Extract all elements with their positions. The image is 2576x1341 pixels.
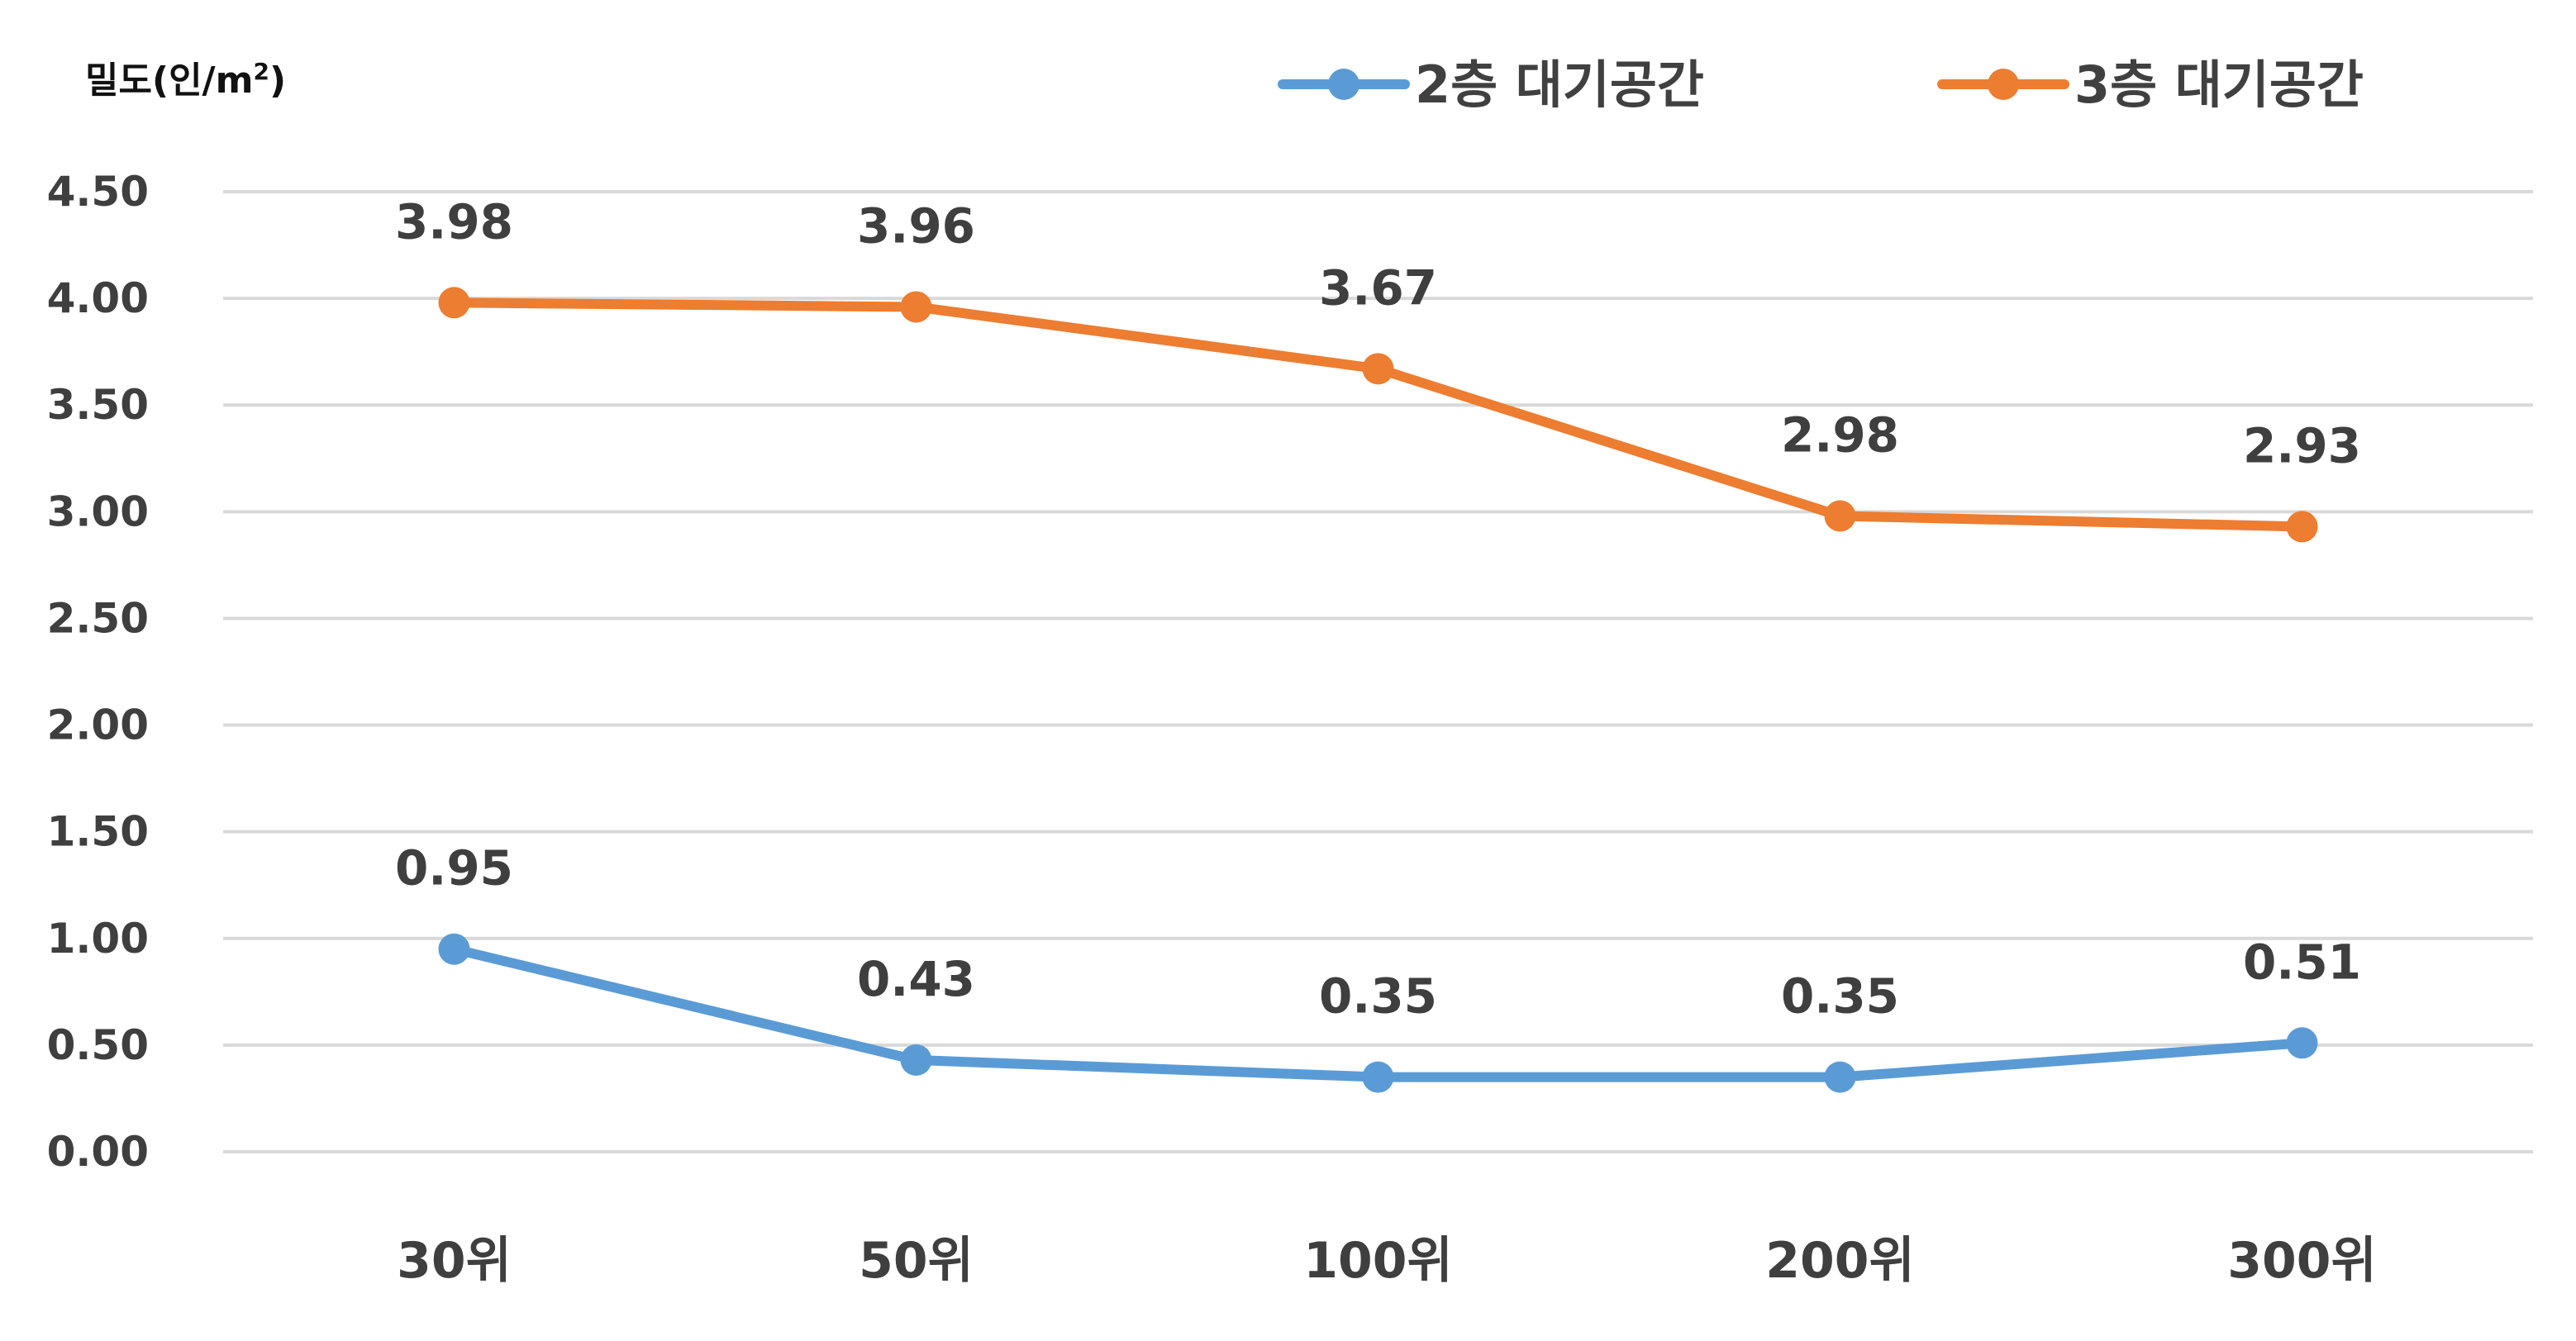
y-axis-ticks: 0.00 0.50 1.00 1.50 2.00 2.50 3.00 3.50 4.00 4.50 <box>47 168 149 1176</box>
data-point <box>438 933 470 965</box>
data-labels: 0.95 0.43 0.35 0.35 0.51 3.98 3.96 3.67 2.98 2.93 <box>395 193 2361 1024</box>
data-label: 2.93 <box>2243 417 2361 473</box>
legend-label-1: 2층 대기공간 <box>1415 55 1704 115</box>
data-point <box>2286 1027 2318 1059</box>
series-group <box>438 287 2318 1093</box>
data-label: 3.67 <box>1319 259 1437 316</box>
x-axis-ticks: 30위 50위 100위 200위 300위 <box>397 1232 2377 1290</box>
data-label: 3.96 <box>857 197 975 254</box>
x-tick-label: 30위 <box>397 1232 512 1290</box>
data-point <box>900 291 932 323</box>
y-tick-label: 1.00 <box>47 915 149 963</box>
legend: 2층 대기공간 3층 대기공간 <box>1278 55 2364 115</box>
y-tick-label: 0.00 <box>47 1128 149 1176</box>
y-axis-title-sup: 2 <box>253 58 269 85</box>
data-label: 2.98 <box>1781 407 1899 463</box>
y-tick-label: 0.50 <box>47 1021 149 1069</box>
y-tick-label: 3.00 <box>47 487 149 535</box>
y-tick-label: 4.50 <box>47 168 149 216</box>
y-tick-label: 2.50 <box>47 594 149 642</box>
data-label: 0.51 <box>2243 934 2361 990</box>
x-tick-label: 200위 <box>1765 1232 1914 1290</box>
data-label: 0.35 <box>1319 968 1437 1025</box>
x-tick-label: 50위 <box>859 1232 974 1290</box>
y-axis-title: 밀도(인/m2) <box>85 58 286 102</box>
y-tick-label: 2.00 <box>47 701 149 749</box>
legend-label-2: 3층 대기공간 <box>2074 55 2364 115</box>
data-point <box>900 1044 932 1076</box>
series-line-2 <box>449 297 2307 532</box>
data-point <box>1824 1061 1856 1093</box>
data-label: 3.98 <box>395 193 513 250</box>
gridlines <box>223 190 2533 1153</box>
y-tick-label: 3.50 <box>47 381 149 429</box>
data-label: 0.43 <box>857 951 975 1007</box>
legend-marker-1 <box>1328 69 1359 100</box>
data-point <box>1362 1061 1394 1093</box>
y-tick-label: 4.00 <box>47 274 149 322</box>
data-point <box>438 287 470 319</box>
y-axis-title-close: ) <box>269 59 286 102</box>
data-label: 0.35 <box>1781 968 1899 1025</box>
data-label: 0.95 <box>395 840 513 896</box>
data-point <box>1824 500 1856 532</box>
x-tick-label: 100위 <box>1303 1232 1452 1290</box>
y-axis-title-main: 밀도(인/m <box>85 59 253 102</box>
legend-marker-2 <box>1988 69 2019 100</box>
data-point <box>2286 511 2318 543</box>
y-tick-label: 1.50 <box>47 808 149 856</box>
data-point <box>1362 353 1394 385</box>
x-tick-label: 300위 <box>2227 1232 2376 1290</box>
